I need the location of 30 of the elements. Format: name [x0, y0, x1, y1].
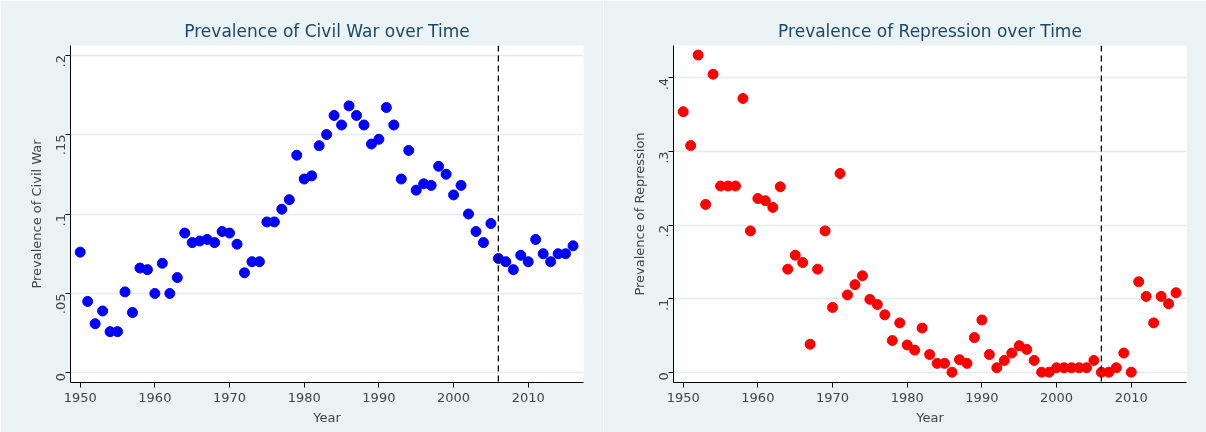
y-axis-title: Prevalence of Civil War [28, 138, 44, 289]
y-axis-title: Prevalence of Repression [631, 132, 647, 296]
y-tick-label: .4 [656, 77, 671, 91]
x-tick-label: 1960 [741, 389, 775, 405]
y-tick-label: .1 [53, 214, 68, 227]
x-tick-label: 1950 [666, 389, 700, 405]
chart-title: Prevalence of Repression over Time [778, 20, 1082, 41]
y-tick-label: .1 [656, 298, 671, 312]
y-tick-label: .2 [53, 55, 68, 68]
y-tick-label: 0 [53, 372, 68, 382]
x-tick-label: 2010 [511, 389, 545, 405]
x-tick-label: 1980 [890, 389, 924, 405]
chart-title: Prevalence of Civil War over Time [184, 20, 470, 41]
x-tick-label: 1960 [138, 389, 172, 405]
y-tick-label: .3 [656, 151, 671, 164]
y-tick-label: .2 [656, 225, 671, 238]
x-tick-label: 2000 [1040, 389, 1074, 405]
y-tick-label: 0 [656, 372, 671, 381]
x-tick-label: 2000 [437, 389, 471, 405]
x-axis-title: Year [312, 409, 342, 425]
x-tick-label: 2010 [1114, 389, 1148, 405]
x-tick-label: 1990 [965, 389, 999, 405]
x-tick-label: 1970 [816, 389, 850, 405]
y-tick-label: .15 [53, 134, 68, 156]
x-axis-title: Year [915, 409, 945, 425]
x-tick-label: 1950 [63, 389, 97, 405]
x-tick-label: 1990 [362, 389, 396, 405]
x-tick-label: 1970 [213, 389, 247, 405]
y-tick-label: .05 [53, 293, 68, 315]
x-tick-label: 1980 [287, 389, 321, 405]
